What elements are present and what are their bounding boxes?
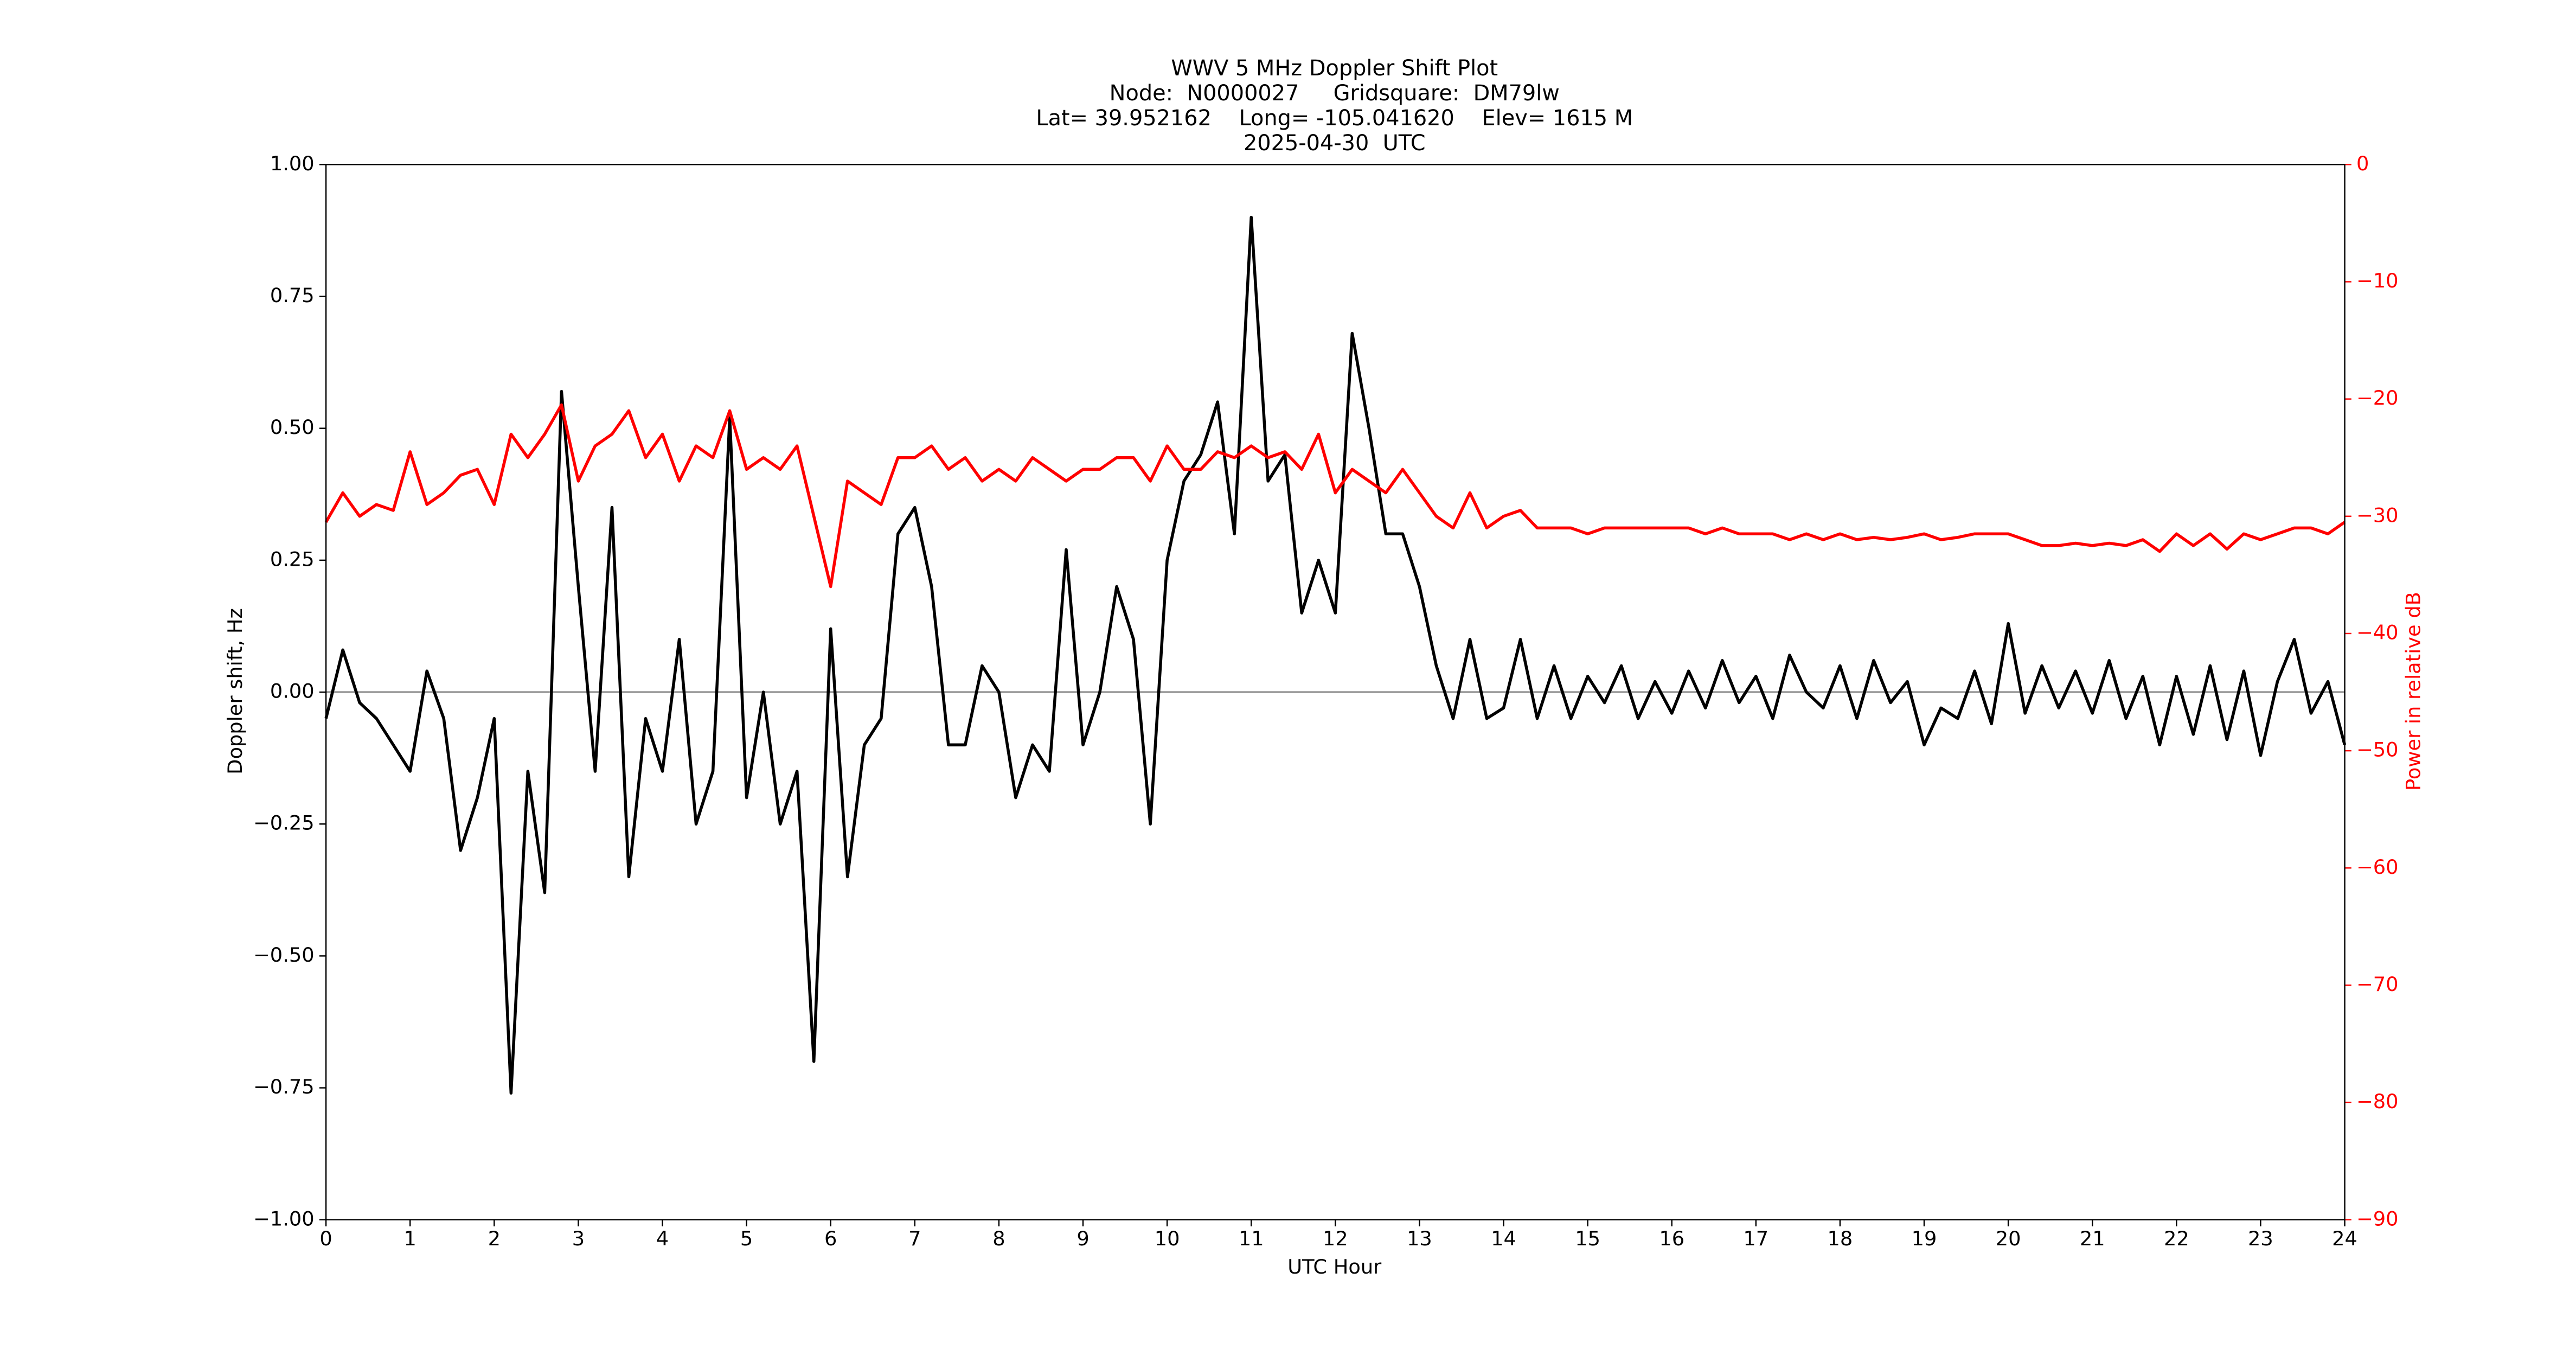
series-line <box>324 403 2346 589</box>
x-tick-label: 0 <box>319 1227 332 1250</box>
y-tick-label: 0.25 <box>270 547 315 571</box>
y-tick-label: 1.00 <box>270 152 315 175</box>
x-tick-label: 12 <box>1323 1227 1348 1250</box>
x-tick-label: 17 <box>1743 1227 1768 1250</box>
x-tick-label: 21 <box>2080 1227 2105 1250</box>
x-tick-label: 16 <box>1659 1227 1684 1250</box>
series-line <box>324 215 2347 1095</box>
x-tick-label: 18 <box>1828 1227 1853 1250</box>
y2-axis-label: Power in relative dB <box>2402 592 2425 791</box>
y-tick-label: −0.50 <box>253 943 315 967</box>
y2-tick-label: −80 <box>2356 1090 2399 1113</box>
x-tick-label: 4 <box>656 1227 669 1250</box>
y-tick-label: −0.75 <box>253 1075 315 1098</box>
y2-tick-label: −40 <box>2356 621 2399 644</box>
y2-tick-label: −70 <box>2356 973 2399 996</box>
x-tick-label: 14 <box>1491 1227 1516 1250</box>
x-tick-label: 24 <box>2332 1227 2357 1250</box>
chart-title: Lat= 39.952162 Long= -105.041620 Elev= 1… <box>1036 106 1633 131</box>
x-tick-label: 8 <box>992 1227 1005 1250</box>
x-tick-label: 11 <box>1239 1227 1264 1250</box>
x-tick-label: 23 <box>2248 1227 2273 1250</box>
y-tick-label: −0.25 <box>253 811 315 835</box>
y2-tick-label: −90 <box>2356 1207 2399 1230</box>
y2-tick-label: −20 <box>2356 386 2399 410</box>
chart-title: Node: N0000027 Gridsquare: DM79lw <box>1110 81 1560 106</box>
x-tick-label: 3 <box>572 1227 585 1250</box>
x-tick-label: 15 <box>1575 1227 1600 1250</box>
x-tick-label: 20 <box>1996 1227 2021 1250</box>
y2-tick-label: 0 <box>2356 152 2369 175</box>
x-tick-label: 19 <box>1912 1227 1937 1250</box>
y2-tick-label: −50 <box>2356 738 2399 762</box>
x-tick-label: 2 <box>488 1227 501 1250</box>
y-tick-label: 0.75 <box>270 284 315 307</box>
x-tick-label: 1 <box>404 1227 416 1250</box>
y2-tick-label: −60 <box>2356 855 2399 879</box>
x-tick-label: 6 <box>824 1227 837 1250</box>
y-axis-label: Doppler shift, Hz <box>223 608 247 775</box>
plot-frame <box>325 164 2346 1220</box>
x-tick-label: 7 <box>908 1227 921 1250</box>
x-axis-label: UTC Hour <box>1287 1255 1382 1278</box>
x-tick-label: 22 <box>2164 1227 2189 1250</box>
y-tick-label: 0.00 <box>270 680 315 703</box>
x-tick-label: 13 <box>1407 1227 1432 1250</box>
y2-tick-label: −30 <box>2356 503 2399 527</box>
chart-title: 2025-04-30 UTC <box>1244 131 1426 156</box>
x-tick-label: 10 <box>1155 1227 1180 1250</box>
x-tick-label: 9 <box>1076 1227 1089 1250</box>
y-tick-label: −1.00 <box>253 1207 315 1230</box>
y2-tick-label: −10 <box>2356 269 2399 292</box>
x-tick-label: 5 <box>740 1227 753 1250</box>
y-tick-label: 0.50 <box>270 415 315 439</box>
chart-title: WWV 5 MHz Doppler Shift Plot <box>1171 56 1498 81</box>
